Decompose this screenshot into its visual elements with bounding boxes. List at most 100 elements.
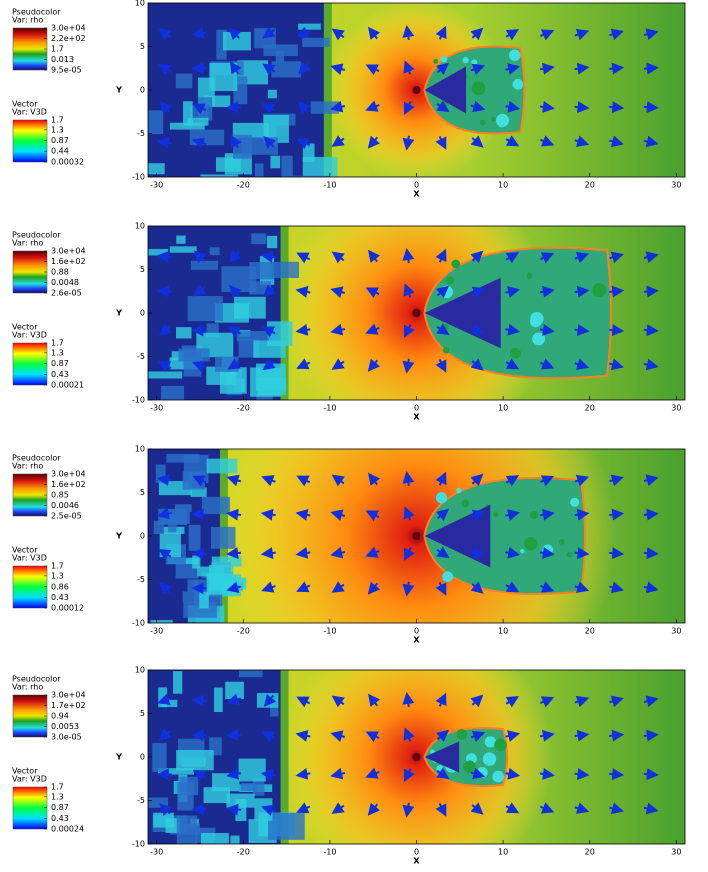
- bow-blob: [524, 537, 537, 550]
- x-tick-label: 10: [498, 404, 508, 413]
- cold-block: [152, 743, 166, 772]
- cold-block: [148, 249, 168, 256]
- y-tick-label: -10: [132, 173, 145, 182]
- cold-block: [190, 130, 224, 146]
- cold-block: [199, 592, 209, 609]
- vector-arrow: [575, 330, 588, 331]
- cold-block: [209, 565, 233, 592]
- bow-blob: [509, 49, 521, 61]
- cold-block: [281, 156, 292, 182]
- cold-block: [177, 816, 197, 846]
- legend-var: Var: rho: [12, 462, 43, 471]
- colorbar-label: 1.7: [51, 783, 64, 792]
- cold-block: [271, 61, 301, 77]
- y-tick-label: 10: [135, 445, 145, 454]
- cold-block: [160, 533, 181, 557]
- colorbar-label: 0.87: [51, 359, 69, 368]
- legend-var: Var: V3D: [12, 331, 47, 340]
- x-axis-label: X: [413, 413, 420, 422]
- colorbar-label: 9.5e-05: [51, 66, 82, 75]
- bow-blob: [570, 498, 579, 507]
- vector-arrow: [644, 514, 657, 515]
- cold-block: [249, 262, 274, 279]
- y-axis-label: Y: [115, 86, 122, 95]
- bow-blob: [510, 348, 521, 359]
- y-tick-label: 5: [140, 488, 145, 497]
- y-axis-label: Y: [115, 532, 122, 541]
- y-tick-label: -10: [132, 619, 145, 628]
- cold-block: [176, 327, 192, 338]
- bow-blob: [443, 347, 450, 354]
- x-tick-label: 0: [414, 848, 419, 857]
- colorbar-label: 0.00032: [51, 158, 84, 167]
- cold-block: [176, 750, 214, 770]
- bow-blob: [513, 79, 524, 90]
- cold-block: [212, 557, 242, 567]
- panel: PseudocolorVar: rho3.0e+042.2e+021.70.01…: [12, 0, 685, 200]
- vector-arrow: [193, 514, 206, 515]
- legend-var: Var: V3D: [12, 554, 47, 563]
- bow-blob: [451, 260, 460, 269]
- cold-block: [204, 787, 230, 803]
- bow-blob: [433, 59, 438, 64]
- hot-core: [280, 621, 553, 872]
- colorbar-label: 0.44: [51, 147, 69, 156]
- x-tick-label: -10: [323, 404, 336, 413]
- colorbar: [13, 566, 47, 608]
- colorbar-label: 0.87: [51, 803, 69, 812]
- cold-block: [154, 521, 164, 534]
- cold-block: [168, 517, 176, 533]
- colorbar-label: 0.43: [51, 370, 69, 379]
- bow-blob: [436, 492, 447, 503]
- colorbar-label: 0.88: [51, 268, 69, 277]
- colorbar-label: 3.0e+04: [51, 691, 86, 700]
- x-tick-label: -10: [323, 627, 336, 636]
- legend-var: Var: rho: [12, 683, 43, 692]
- cold-block: [268, 813, 305, 840]
- y-axis-label: Y: [115, 753, 122, 762]
- colorbar: [13, 787, 47, 829]
- vector-arrow: [228, 808, 241, 809]
- vector-arrow: [575, 553, 588, 554]
- vector-arrow: [575, 774, 588, 775]
- y-tick-label: 5: [140, 42, 145, 51]
- legend-var: Var: rho: [12, 16, 43, 25]
- cold-block: [202, 497, 230, 514]
- cold-block: [270, 156, 280, 169]
- vector-arrow: [644, 68, 657, 69]
- x-tick-label: 20: [585, 627, 595, 636]
- cold-block: [253, 341, 285, 358]
- colorbar-label: 0.87: [51, 136, 69, 145]
- cold-block: [251, 233, 266, 244]
- colorbar-label: 3.0e-05: [51, 733, 82, 742]
- cold-block: [230, 836, 239, 845]
- field: [148, 621, 685, 872]
- y-tick-label: 10: [135, 666, 145, 675]
- cold-block: [191, 261, 218, 270]
- x-tick-label: 0: [414, 627, 419, 636]
- bow-blob: [567, 552, 572, 557]
- cold-block: [263, 44, 297, 56]
- x-tick-label: 0: [414, 181, 419, 190]
- x-axis-label: X: [413, 190, 420, 199]
- vector-arrow: [644, 735, 657, 736]
- bow-blob: [480, 120, 486, 126]
- cold-block: [214, 688, 223, 712]
- cold-block: [188, 296, 223, 321]
- colorbar: [13, 343, 47, 385]
- colorbar-label: 0.0048: [51, 278, 79, 287]
- cold-block: [188, 118, 209, 126]
- cold-block: [189, 473, 201, 489]
- colorbar-label: 2.6e-05: [51, 289, 82, 298]
- cold-block: [298, 24, 321, 30]
- cold-block: [250, 367, 281, 396]
- colorbar-label: 0.85: [51, 491, 69, 500]
- vector-arrow: [609, 330, 622, 331]
- cold-block: [148, 371, 182, 378]
- x-tick-label: 20: [585, 848, 595, 857]
- colorbar-label: 1.7: [51, 44, 64, 53]
- bow-blob: [440, 56, 447, 63]
- y-axis-label: Y: [115, 309, 122, 318]
- legend-var: Var: rho: [12, 239, 43, 248]
